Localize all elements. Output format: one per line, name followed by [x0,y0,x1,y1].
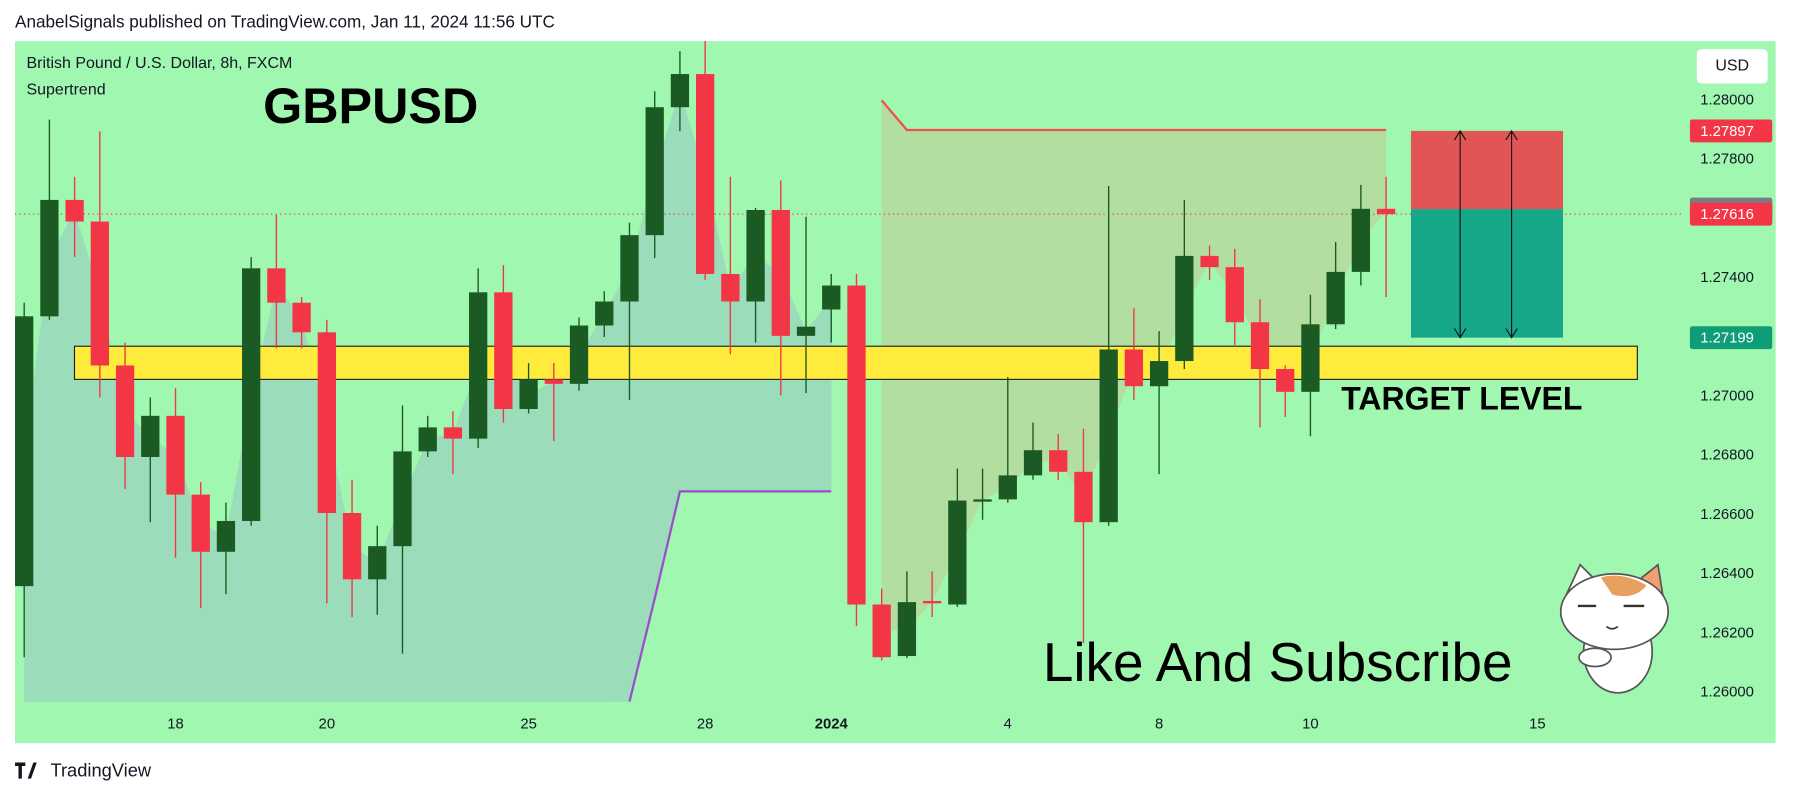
candle-body [1225,267,1244,323]
candle-body [1301,324,1320,392]
candle-body [998,475,1017,500]
candle-body [115,365,135,458]
y-tick-label: 1.26200 [1700,625,1754,641]
x-tick-label: 2024 [815,717,849,733]
candle-body [569,325,589,384]
candle-body [872,604,891,658]
candle-body [595,301,614,326]
x-tick-label: 28 [697,717,714,733]
x-tick-label: 8 [1155,717,1163,733]
brand-name: TradingView [50,760,151,781]
symbol: British Pound / U.S. Dollar, 8h, FXCM [26,55,292,72]
y-tick-label: 1.26000 [1700,685,1754,701]
candle-body [897,602,917,657]
candle-body [1200,255,1219,268]
candle-body [1326,271,1345,325]
price-label: 1.27199 [1700,331,1754,347]
header: AnabelSignals published on TradingView.c… [15,11,555,31]
price-label-bg [1689,326,1773,350]
candle-body [645,107,664,236]
candle-body [1074,471,1093,523]
currency-box[interactable] [1696,49,1768,84]
price-label: 1.27616 [1700,207,1754,223]
candle-body [1049,450,1068,472]
price-label: 1.27897 [1700,124,1754,140]
stop-zone [1410,130,1564,210]
candle-body [746,209,765,302]
candle-body [1175,255,1194,362]
candle-body [544,379,563,384]
candle-body [40,199,59,317]
candle-body [393,451,412,547]
supertrend-lower [628,490,832,702]
candle-body [216,520,236,552]
supertrend-upper [880,99,1387,132]
candle-body [847,285,866,605]
price-label-bg [1689,119,1773,143]
x-tick-label: 15 [1529,717,1546,733]
y-tick-label: 1.26600 [1700,507,1754,523]
candle-body [494,292,513,410]
y-tick-label: 1.28000 [1700,92,1754,108]
x-tick-label: 18 [167,717,184,733]
candle-body [191,494,210,552]
candle-body [166,415,185,495]
main-layer: 1.28000 1.27800 1.27400 1.27000 1.26800 1.266… [15,40,1773,733]
candle-body [822,285,841,310]
candle-body [1351,208,1371,272]
candle-body [721,273,740,302]
candle-body [1376,208,1396,215]
candle-body [796,326,816,336]
profit-zone [1410,209,1564,338]
candle-body [368,546,387,580]
candle-body [267,268,286,303]
candle-body [15,316,34,587]
candle-body [317,332,336,513]
candle-body [1276,369,1295,392]
candle-body [292,302,311,333]
chart-title: GBPUSD [263,77,478,134]
x-tick-label: 10 [1302,717,1319,733]
cat-sticker [1559,563,1670,694]
candle-body [771,209,790,336]
candle-body [469,292,488,439]
arrow-head [1505,129,1518,339]
candle-body [519,379,538,410]
candle-body [922,600,942,604]
candle-body [695,74,715,274]
candle-body [418,427,437,452]
candle-body [1250,322,1270,370]
candle-body [141,415,160,458]
candle-body [242,268,261,521]
y-tick-label: 1.27800 [1700,152,1754,168]
candle-body [948,500,967,605]
x-tick-label: 25 [520,717,537,733]
candle-body [620,235,639,302]
annotation: Like And Subscribe [1043,631,1513,693]
indicator: Supertrend [26,82,105,99]
currency[interactable]: USD [1715,58,1749,75]
candle-body [1149,361,1169,387]
brand: TradingView [15,760,152,781]
y-tick-label: 1.27000 [1700,389,1754,405]
y-tick-label: 1.26400 [1700,566,1754,582]
candle-body [1124,349,1144,387]
candle-body [90,221,109,366]
y-tick-label: 1.26800 [1700,448,1754,464]
candle-body [1099,349,1118,523]
y-tick-label: 1.27400 [1700,270,1754,286]
price-label-bg [1689,202,1773,226]
candle-body [670,74,690,108]
candle-body [443,427,463,439]
candle-body [342,512,362,580]
candle-body [1023,450,1043,476]
candle-body [65,199,84,222]
x-tick-label: 4 [1004,717,1012,733]
candle-body [973,499,992,502]
arrow-head [1453,129,1467,339]
annotation: TARGET LEVEL [1341,381,1582,417]
x-tick-label: 20 [319,717,336,733]
